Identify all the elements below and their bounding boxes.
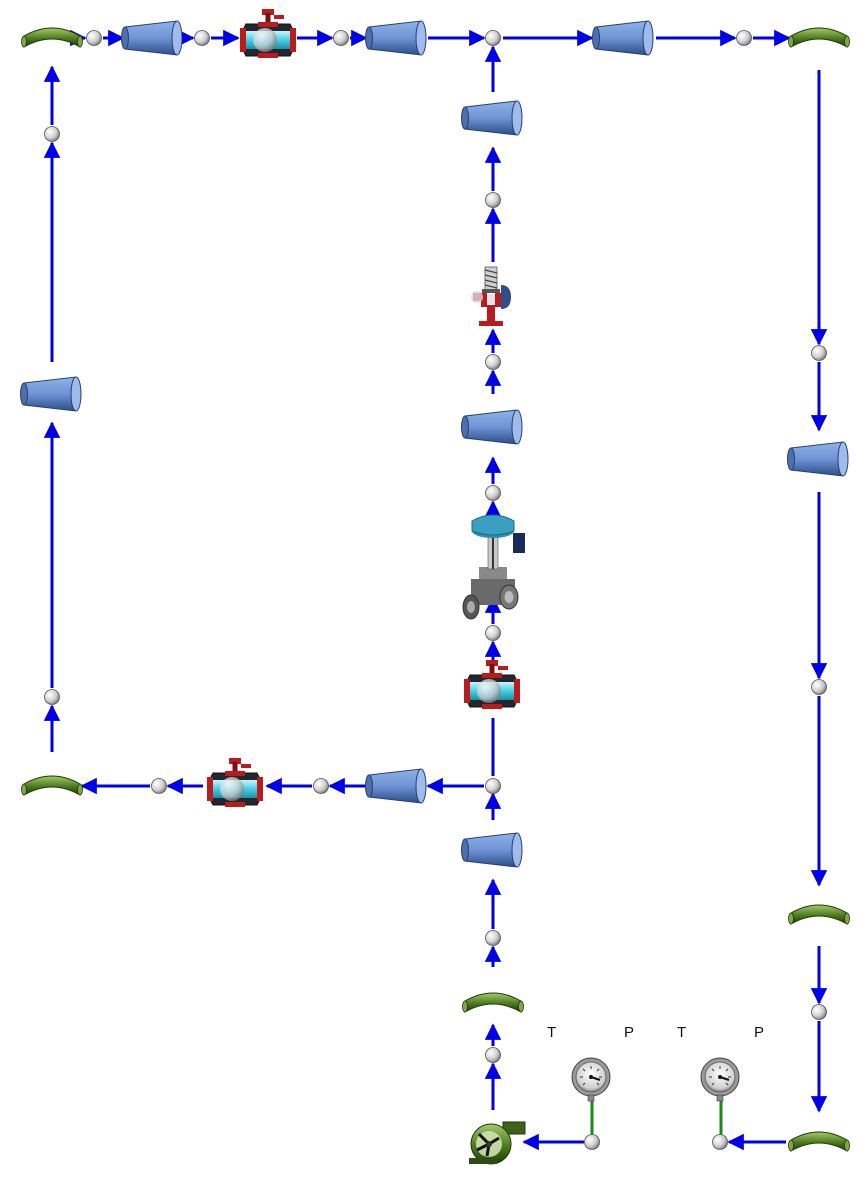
reducer-icon[interactable] [365, 768, 427, 804]
elbow-icon[interactable] [788, 27, 850, 48]
elbow-icon[interactable] [21, 775, 83, 796]
connection-node[interactable] [485, 192, 501, 208]
elbow-icon[interactable] [462, 992, 524, 1013]
connection-node[interactable] [485, 778, 501, 794]
connection-node[interactable] [313, 778, 329, 794]
connection-node[interactable] [485, 30, 501, 46]
connection-node[interactable] [44, 689, 60, 705]
reducer-icon[interactable] [20, 376, 82, 412]
elbow-icon[interactable] [788, 904, 850, 925]
reducer-icon[interactable] [121, 20, 183, 56]
reducer-icon[interactable] [461, 409, 523, 445]
reducer-icon[interactable] [365, 20, 427, 56]
connection-node[interactable] [485, 485, 501, 501]
ball-valve-icon[interactable] [239, 8, 297, 59]
temperature-label: T [677, 1024, 687, 1041]
connection-node[interactable] [736, 30, 752, 46]
connection-node[interactable] [86, 30, 102, 46]
connection-node[interactable] [811, 679, 827, 695]
connection-node[interactable] [811, 345, 827, 361]
connection-node[interactable] [584, 1134, 600, 1150]
connection-node[interactable] [485, 625, 501, 641]
reducer-icon[interactable] [592, 20, 654, 56]
connection-node[interactable] [811, 1004, 827, 1020]
pressure-label: P [754, 1024, 765, 1041]
connection-node[interactable] [44, 126, 60, 142]
reducer-icon[interactable] [461, 832, 523, 868]
pressure-label: P [624, 1024, 635, 1041]
connection-node[interactable] [194, 30, 210, 46]
connection-node[interactable] [712, 1134, 728, 1150]
reducer-icon[interactable] [461, 100, 523, 136]
ball-valve-icon[interactable] [463, 659, 521, 710]
elbow-icon[interactable] [788, 1131, 850, 1152]
pressure-gauge-icon[interactable] [571, 1057, 611, 1102]
connection-node[interactable] [485, 354, 501, 370]
ball-valve-icon[interactable] [206, 757, 264, 808]
pressure-gauge-icon[interactable] [700, 1057, 740, 1102]
temperature-label: T [547, 1024, 557, 1041]
connection-node[interactable] [485, 930, 501, 946]
pump-icon[interactable] [469, 1121, 526, 1165]
connection-node[interactable] [151, 778, 167, 794]
connection-node[interactable] [333, 30, 349, 46]
connection-node[interactable] [485, 1047, 501, 1063]
elbow-icon[interactable] [21, 27, 83, 48]
control-valve-icon[interactable] [462, 514, 525, 620]
relief-valve-icon[interactable] [471, 266, 511, 326]
reducer-icon[interactable] [787, 441, 849, 477]
